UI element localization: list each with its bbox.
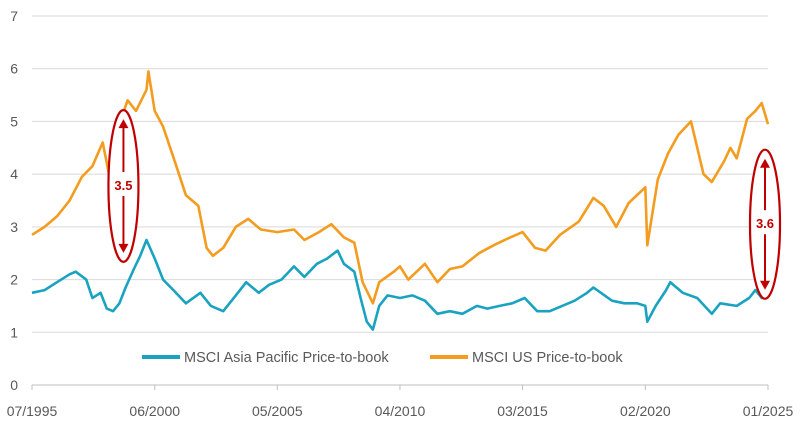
gridlines (32, 15, 768, 333)
x-tick-label: 03/2015 (497, 403, 548, 419)
y-tick-label: 7 (10, 8, 18, 24)
legend-label-asia: MSCI Asia Pacific Price-to-book (184, 350, 389, 366)
x-tick-label: 02/2020 (620, 403, 671, 419)
legend: MSCI Asia Pacific Price-to-book MSCI US … (142, 350, 623, 366)
y-tick-label: 6 (10, 61, 18, 77)
x-tick-label: 05/2005 (252, 403, 303, 419)
annotation-ellipse (107, 109, 140, 263)
annotation-arrowhead-up (760, 158, 770, 168)
y-tick-label: 3 (10, 219, 18, 235)
legend-label-us: MSCI US Price-to-book (472, 350, 623, 366)
y-tick-label: 1 (10, 324, 18, 340)
y-tick-label: 4 (10, 166, 18, 182)
x-axis-ticks: 07/1995 06/2000 05/2005 04/2010 03/2015 02/20… (7, 385, 794, 419)
x-tick-label: 01/2025 (743, 403, 794, 419)
series-line-us (31, 70, 770, 305)
annotation-label: 3.6 (756, 216, 774, 231)
annotation-arrowhead-down (760, 280, 770, 290)
series-lines (31, 70, 770, 331)
y-tick-label: 5 (10, 113, 18, 129)
x-tick-label: 04/2010 (375, 403, 426, 419)
y-tick-label: 2 (10, 272, 18, 288)
y-axis-ticks: 0 1 2 3 4 5 6 7 (10, 8, 18, 393)
spread-annotation: 3.6 (748, 148, 782, 300)
annotation-arrowhead-up (118, 119, 129, 129)
x-tick-label: 06/2000 (129, 403, 180, 419)
annotation-ellipse (748, 148, 782, 300)
x-tick-label: 07/1995 (7, 403, 58, 419)
annotation-arrowhead-down (118, 243, 129, 253)
spread-annotation: 3.5 (107, 109, 140, 263)
annotations: 3.5 3.6 (107, 109, 782, 300)
series-line-asia-pacific (31, 238, 769, 331)
annotation-label: 3.5 (114, 178, 132, 193)
y-tick-label: 0 (10, 377, 18, 393)
